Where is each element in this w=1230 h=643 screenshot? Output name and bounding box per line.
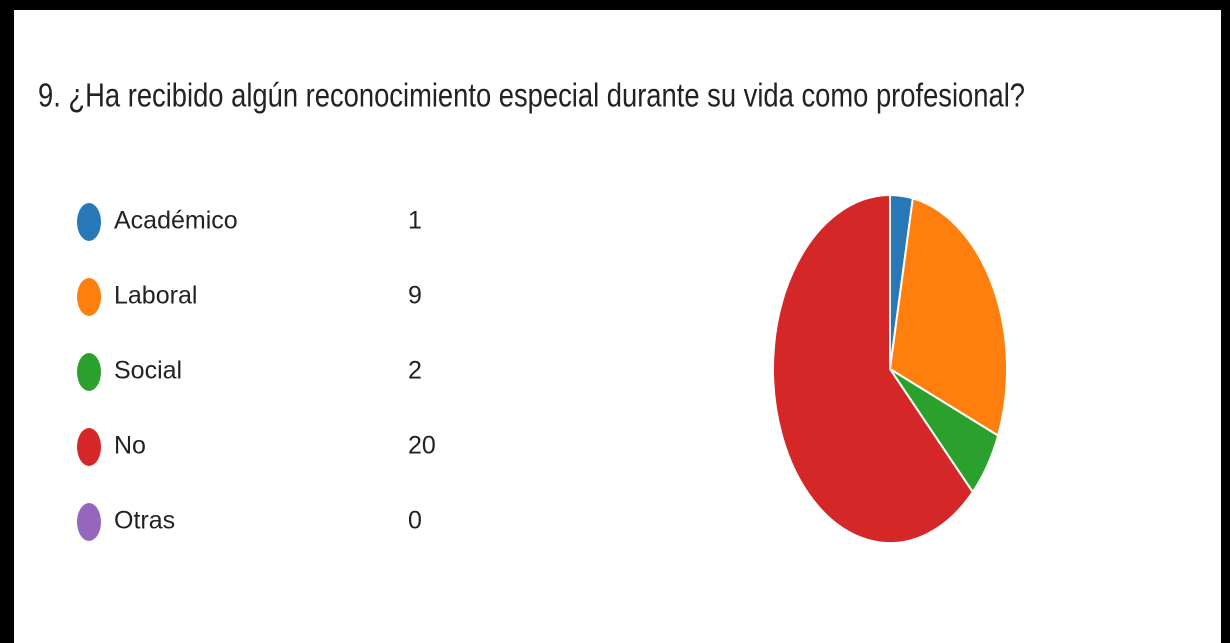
legend-swatch <box>77 428 101 466</box>
legend-label: Social <box>114 357 182 385</box>
pie-slice <box>888 197 1008 438</box>
legend-value: 2 <box>408 357 422 385</box>
legend-value: 9 <box>408 282 422 310</box>
pie-slice <box>772 193 974 544</box>
legend-swatch <box>77 353 101 391</box>
legend-swatch <box>77 203 101 241</box>
frame-left <box>0 0 14 643</box>
legend-value: 20 <box>408 432 436 460</box>
frame-right <box>1221 0 1230 643</box>
chart-title: 9. ¿Ha recibido algún reconocimiento esp… <box>38 77 1025 114</box>
legend-swatch <box>77 278 101 316</box>
legend-label: Académico <box>114 207 238 235</box>
frame-top <box>0 0 1230 10</box>
legend-value: 1 <box>408 207 422 235</box>
legend-label: No <box>114 432 146 460</box>
legend-value: 0 <box>408 507 422 535</box>
legend-label: Laboral <box>114 282 197 310</box>
legend-label: Otras <box>114 507 175 535</box>
legend-swatch <box>77 503 101 541</box>
